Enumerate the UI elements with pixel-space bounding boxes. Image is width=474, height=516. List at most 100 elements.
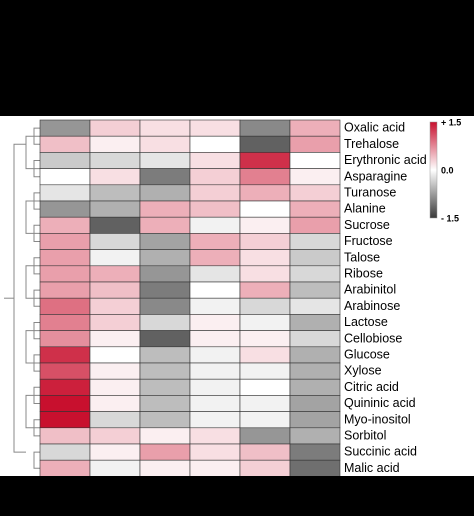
- heatmap-cell: [239, 249, 291, 267]
- heatmap-cell: [289, 362, 341, 380]
- heatmap-cell: [289, 459, 341, 476]
- heatmap-cell: [189, 216, 241, 234]
- heatmap-cell: [189, 443, 241, 461]
- heatmap-cell: [139, 200, 191, 218]
- heatmap-cell: [189, 168, 241, 186]
- heatmap-cell: [39, 168, 91, 186]
- heatmap-cell: [189, 184, 241, 202]
- heatmap-cell: [239, 330, 291, 348]
- heatmap-cell: [39, 443, 91, 461]
- heatmap-cell: [139, 362, 191, 380]
- heatmap-cell: [39, 184, 91, 202]
- heatmap-cell: [239, 184, 291, 202]
- heatmap-cell: [239, 135, 291, 153]
- row-label: Sorbitol: [344, 428, 386, 442]
- row-label: Talose: [344, 250, 380, 264]
- row-label: Turanose: [344, 185, 396, 199]
- heatmap-cell: [89, 184, 141, 202]
- heatmap-cell: [139, 184, 191, 202]
- row-label: Trehalose: [344, 137, 399, 151]
- heatmap-cell: [289, 411, 341, 429]
- heatmap-cell: [139, 265, 191, 283]
- row-label: Myo-inositol: [344, 412, 411, 426]
- heatmap-cell: [189, 281, 241, 299]
- heatmap-cell: [189, 330, 241, 348]
- heatmap-cell: [239, 427, 291, 445]
- row-label: Fructose: [344, 234, 393, 248]
- heatmap-cell: [289, 135, 341, 153]
- heatmap-cell: [239, 459, 291, 476]
- heatmap-cell: [39, 411, 91, 429]
- heatmap-cell: [239, 395, 291, 412]
- heatmap-cell: [189, 395, 241, 412]
- heatmap-cell: [289, 427, 341, 445]
- heatmap-cell: [39, 330, 91, 348]
- heatmap-cell: [289, 168, 341, 186]
- dendrogram-branch: [33, 451, 40, 469]
- heatmap-cell: [239, 362, 291, 380]
- heatmap-cell: [189, 297, 241, 315]
- heatmap-cell: [89, 378, 141, 396]
- heatmap-cell: [89, 346, 141, 364]
- heatmap-cell: [239, 443, 291, 461]
- dendrogram-branch: [25, 135, 40, 170]
- heatmap-cell: [139, 281, 191, 299]
- row-labels: Oxalic acid Trehalose Erythronic acid Aspar…: [344, 121, 427, 475]
- heatmap-cell: [89, 395, 141, 412]
- heatmap-cell: [189, 459, 241, 476]
- heatmap-cell: [289, 443, 341, 461]
- heatmap-cell: [239, 346, 291, 364]
- heatmap-cell: [289, 330, 341, 348]
- dendrogram-branch: [25, 265, 40, 299]
- heatmap-cell: [189, 233, 241, 250]
- row-label: Quininic acid: [344, 396, 416, 410]
- heatmap-cell: [189, 135, 241, 153]
- heatmap-cell: [39, 135, 91, 153]
- heatmap-cell: [139, 135, 191, 153]
- heatmap-cell: [89, 443, 141, 461]
- heatmap-cell: [239, 200, 291, 218]
- heatmap-cell: [139, 346, 191, 364]
- heatmap-cell: [239, 297, 291, 315]
- legend-colorbar: [429, 121, 438, 219]
- heatmap-cell: [189, 362, 241, 380]
- heatmap-cell: [39, 378, 91, 396]
- heatmap-cell: [89, 119, 141, 137]
- heatmap-cell: [139, 314, 191, 331]
- heatmap-cell: [89, 297, 141, 315]
- heatmap-cell: [39, 216, 91, 234]
- legend-tick-label: + 1.5: [441, 118, 461, 128]
- heatmap-cell: [289, 395, 341, 412]
- heatmap-cell: [289, 184, 341, 202]
- heatmap-cell: [39, 362, 91, 380]
- heatmap-cell: [289, 249, 341, 267]
- heatmap-cell: [39, 249, 91, 267]
- heatmap-cell: [139, 249, 191, 267]
- heatmap-cell: [139, 395, 191, 412]
- heatmap-cell: [89, 314, 141, 331]
- heatmap-cell: [39, 346, 91, 364]
- heatmap-cell: [239, 281, 291, 299]
- heatmap-cell: [239, 216, 291, 234]
- heatmap-cell: [239, 265, 291, 283]
- heatmap-cell: [289, 346, 341, 364]
- heatmap-cell: [139, 119, 191, 137]
- heatmap-cell: [239, 314, 291, 331]
- row-label: Erythronic acid: [344, 153, 427, 167]
- heatmap-cell: [39, 427, 91, 445]
- row-label: Cellobiose: [344, 331, 402, 345]
- row-label: Xylose: [344, 364, 382, 378]
- dendrogram-branch: [25, 200, 40, 234]
- heatmap-cell: [139, 427, 191, 445]
- legend-tick-label: - 1.5: [441, 214, 459, 224]
- dendrogram-branch: [25, 394, 40, 429]
- heatmap-cell: [139, 459, 191, 476]
- heatmap-cell: [289, 152, 341, 169]
- heatmap-cell: [139, 233, 191, 250]
- heatmap-cell: [189, 152, 241, 169]
- heatmap-cell: [289, 265, 341, 283]
- heatmap-cell: [89, 281, 141, 299]
- heatmap-cell: [139, 168, 191, 186]
- heatmap-cell: [139, 411, 191, 429]
- heatmap-cell: [89, 152, 141, 169]
